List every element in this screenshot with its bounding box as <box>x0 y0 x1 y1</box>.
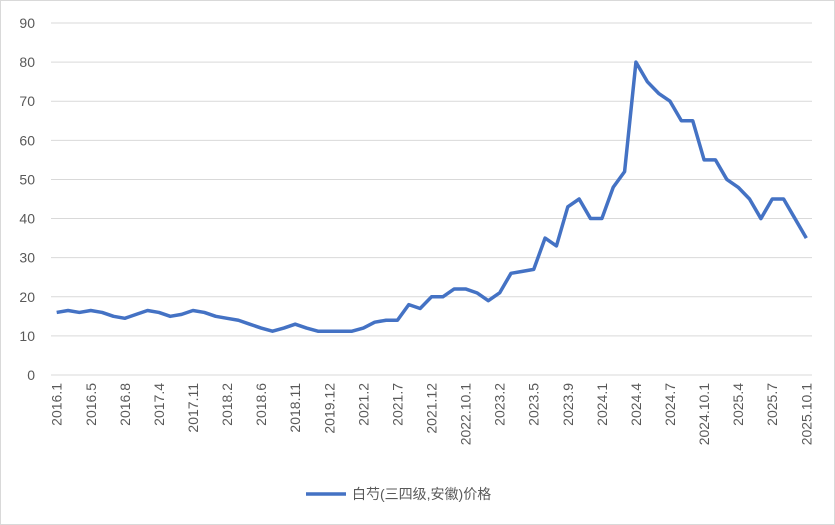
y-tick-label: 60 <box>19 132 35 148</box>
x-tick-label: 2016.5 <box>83 383 99 426</box>
x-tick-label: 2018.2 <box>219 383 235 426</box>
x-tick-label: 2025.10.1 <box>798 383 814 445</box>
series-line <box>56 60 808 333</box>
x-tick-label: 2024.4 <box>628 383 644 426</box>
x-tick-label: 2021.7 <box>389 383 405 426</box>
x-tick-label: 2023.9 <box>560 383 576 426</box>
x-tick-label: 2018.6 <box>253 383 269 426</box>
y-tick-label: 50 <box>19 171 35 187</box>
x-tick-label: 2021.12 <box>424 383 440 434</box>
y-tick-label: 80 <box>19 54 35 70</box>
x-tick-label: 2021.2 <box>355 383 371 426</box>
y-tick-label: 90 <box>19 15 35 31</box>
x-tick-label: 2016.8 <box>117 383 133 426</box>
x-tick-label: 2024.1 <box>594 383 610 426</box>
y-tick-label: 40 <box>19 211 35 227</box>
x-tick-label: 2025.7 <box>764 383 780 426</box>
y-tick-label: 70 <box>19 93 35 109</box>
x-tick-label: 2017.11 <box>185 383 201 433</box>
x-tick-label: 2023.5 <box>526 383 542 426</box>
x-tick-label: 2024.7 <box>662 383 678 426</box>
x-tick-label: 2018.11 <box>287 383 303 433</box>
y-tick-label: 30 <box>19 250 35 266</box>
x-tick-label: 2019.12 <box>321 383 337 434</box>
y-tick-label: 20 <box>19 289 35 305</box>
x-tick-label: 2017.4 <box>151 383 167 426</box>
x-tick-label: 2025.4 <box>730 383 746 426</box>
y-tick-label: 10 <box>19 328 35 344</box>
legend-label: 白芍(三四级,安徽)价格 <box>352 486 491 502</box>
x-tick-label: 2023.2 <box>492 383 508 426</box>
x-tick-label: 2022.10.1 <box>458 383 474 445</box>
y-tick-label: 0 <box>27 367 35 383</box>
x-tick-label: 2016.1 <box>49 383 65 426</box>
x-tick-label: 2024.10.1 <box>696 383 712 445</box>
